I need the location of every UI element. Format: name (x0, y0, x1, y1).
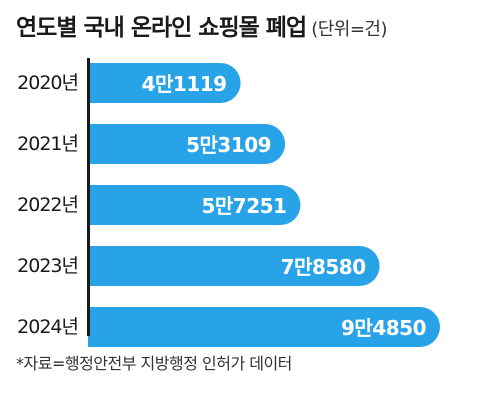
data-label: 9만4850 (341, 316, 426, 340)
source-note: *자료=행정안전부 지방행정 인허가 데이터 (16, 354, 292, 373)
data-label: 5만7251 (201, 194, 286, 218)
bar-2022 (88, 185, 301, 225)
bar-2023 (88, 246, 380, 286)
category-label: 2024년 (17, 316, 78, 338)
category-label: 2022년 (17, 194, 78, 216)
unit-label: (단위=건) (311, 19, 388, 40)
category-axis-line (87, 58, 90, 336)
category-label: 2021년 (17, 133, 78, 155)
chart-header: 연도별 국내 온라인 쇼핑몰 폐업 (단위=건) (16, 8, 388, 42)
category-label: 2023년 (17, 255, 78, 277)
category-label: 2020년 (17, 72, 78, 94)
data-label: 4만1119 (142, 72, 227, 96)
bar-2021 (88, 124, 286, 164)
chart-title: 연도별 국내 온라인 쇼핑몰 폐업 (16, 15, 307, 41)
data-label: 5만3109 (186, 133, 271, 157)
data-label: 7만8580 (281, 255, 366, 279)
bar-2024 (88, 307, 440, 347)
bar-2020 (88, 63, 241, 103)
